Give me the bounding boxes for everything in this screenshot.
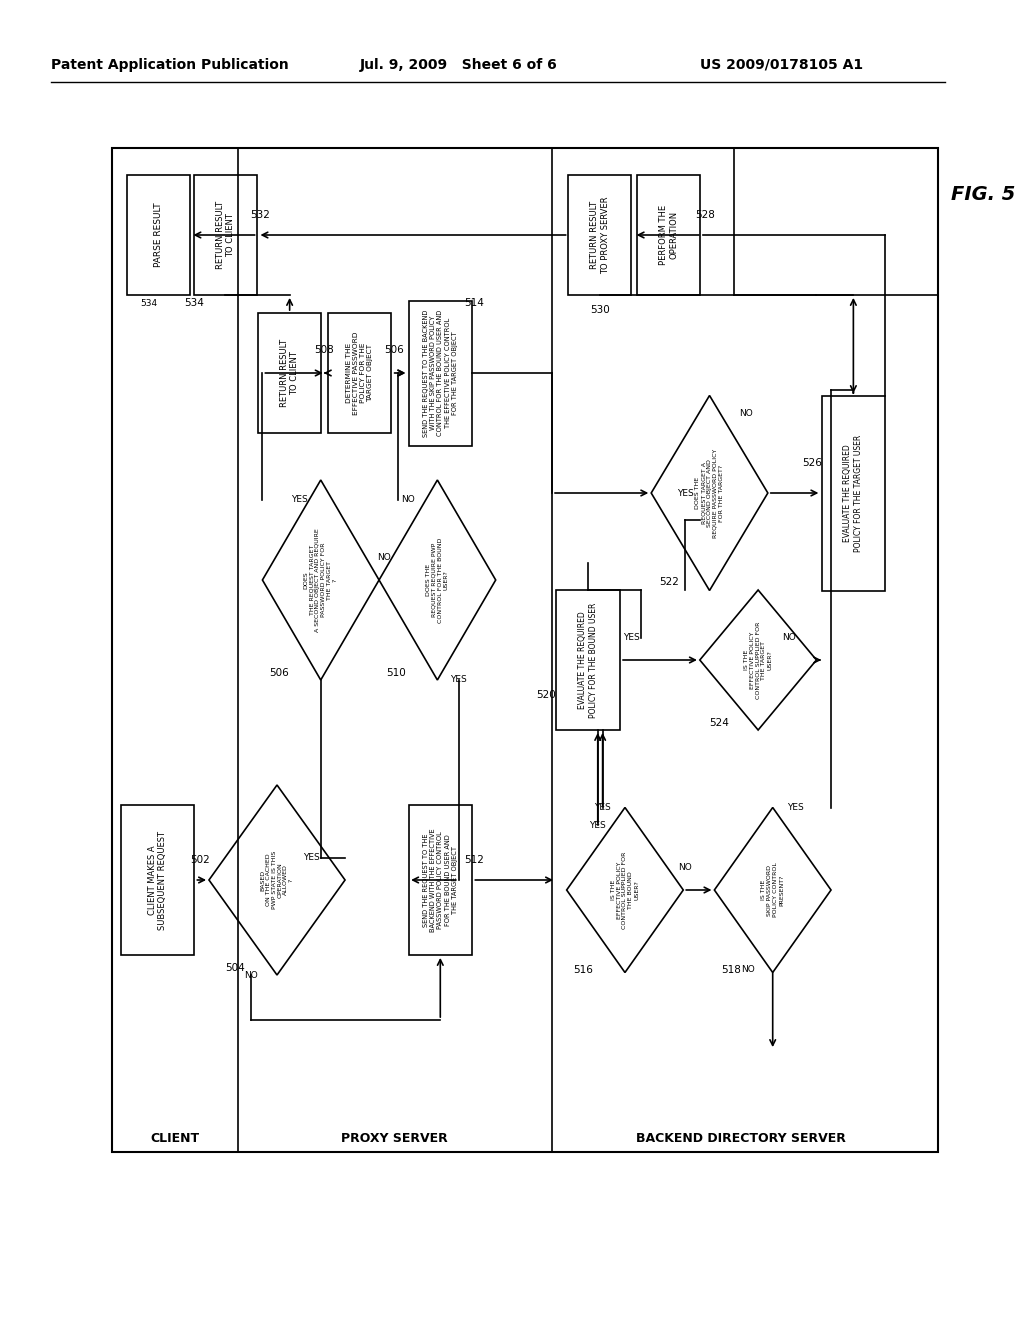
Text: YES: YES [677, 488, 693, 498]
Text: CLIENT: CLIENT [151, 1131, 200, 1144]
Text: YES: YES [451, 676, 467, 685]
Text: SEND THE REQUEST TO THE BACKEND
WITH THE SKIP PASSWORD POLICY
CONTROL FOR THE BO: SEND THE REQUEST TO THE BACKEND WITH THE… [423, 309, 458, 437]
Text: Patent Application Publication: Patent Application Publication [50, 58, 289, 73]
Text: 530: 530 [590, 305, 609, 315]
Text: IS THE
EFFECTIVE POLICY
CONTROL SUPPLIED FOR
THE BOUND
USER?: IS THE EFFECTIVE POLICY CONTROL SUPPLIED… [611, 851, 639, 929]
Text: 508: 508 [313, 345, 334, 355]
Text: 522: 522 [658, 577, 679, 587]
Text: 534: 534 [184, 298, 205, 308]
Text: PERFORM THE
OPERATION: PERFORM THE OPERATION [658, 205, 679, 265]
Bar [822, 396, 885, 590]
Text: 514: 514 [464, 298, 484, 308]
Text: DOES THE
REQUEST REQUIRE PWP
CONTROL FOR THE BOUND
USER?: DOES THE REQUEST REQUIRE PWP CONTROL FOR… [426, 537, 449, 623]
Text: CLIENT MAKES A
SUBSEQUENT REQUEST: CLIENT MAKES A SUBSEQUENT REQUEST [147, 830, 167, 929]
Text: SEND THE REQUEST TO THE
BACKEND WITH THE EFFECTIVE
PASSWORD POLICY CONTROL
FOR T: SEND THE REQUEST TO THE BACKEND WITH THE… [423, 828, 458, 932]
Text: 534: 534 [140, 298, 158, 308]
Text: 518: 518 [721, 965, 740, 975]
Text: 528: 528 [694, 210, 715, 220]
Text: 510: 510 [386, 668, 406, 678]
Polygon shape [262, 480, 379, 680]
Bar [121, 805, 194, 954]
Text: NO: NO [739, 408, 754, 417]
Text: IS THE
EFFECTIVE POLICY
CONTROL SUPPLIED FOR
THE TARGET
USER?: IS THE EFFECTIVE POLICY CONTROL SUPPLIED… [744, 622, 772, 698]
Polygon shape [379, 480, 496, 680]
Text: NO: NO [741, 965, 756, 974]
Text: DETERMINE THE
EFFECTIVE PASSWORD
POLICY FOR THE
TARGET OBJECT: DETERMINE THE EFFECTIVE PASSWORD POLICY … [346, 331, 374, 414]
Polygon shape [715, 808, 831, 973]
Text: EVALUATE THE REQUIRED
POLICY FOR THE BOUND USER: EVALUATE THE REQUIRED POLICY FOR THE BOU… [579, 602, 598, 718]
Text: NO: NO [782, 634, 796, 643]
Text: 502: 502 [190, 855, 210, 865]
Text: YES: YES [594, 804, 611, 813]
Text: DOES
THE REQUEST TARGET
A SECOND OBJECT AND REQUIRE
PASSWORD POLICY FOR
THE TARG: DOES THE REQUEST TARGET A SECOND OBJECT … [304, 528, 338, 632]
Bar [112, 148, 938, 1152]
Text: BACKEND DIRECTORY SERVER: BACKEND DIRECTORY SERVER [636, 1131, 846, 1144]
Text: RETURN RESULT
TO PROXY SERVER: RETURN RESULT TO PROXY SERVER [590, 197, 609, 273]
Bar [568, 176, 631, 294]
Bar [328, 313, 391, 433]
Text: 506: 506 [269, 668, 289, 678]
Polygon shape [651, 396, 768, 590]
Text: RETURN RESULT
TO CLIENT: RETURN RESULT TO CLIENT [216, 201, 236, 269]
Text: BASED
ON THE CACHED
PWP STATE IS THIS
OPERATION
ALLOWED
?: BASED ON THE CACHED PWP STATE IS THIS OP… [260, 851, 294, 909]
Bar [409, 301, 472, 446]
Polygon shape [566, 808, 683, 973]
Text: DOES THE
REQUEST TARGET A
SECOND OBJECT AND
REQUIRE PASSWORD POLICY
FOR THE TARG: DOES THE REQUEST TARGET A SECOND OBJECT … [695, 449, 724, 537]
Text: IS THE
SKIP PASSWORD
POLICY CONTROL
PRESENT?: IS THE SKIP PASSWORD POLICY CONTROL PRES… [762, 862, 784, 917]
Bar [409, 805, 472, 954]
Text: YES: YES [590, 821, 606, 829]
Polygon shape [209, 785, 345, 975]
Text: 532: 532 [251, 210, 270, 220]
Text: YES: YES [624, 634, 640, 643]
Text: YES: YES [303, 854, 319, 862]
Text: NO: NO [401, 495, 415, 504]
Text: Jul. 9, 2009   Sheet 6 of 6: Jul. 9, 2009 Sheet 6 of 6 [359, 58, 557, 73]
Bar [637, 176, 700, 294]
Polygon shape [699, 590, 816, 730]
Text: 512: 512 [464, 855, 484, 865]
Text: RETURN RESULT
TO CLIENT: RETURN RESULT TO CLIENT [280, 339, 299, 407]
Text: NO: NO [678, 863, 692, 873]
Bar [194, 176, 257, 294]
Text: PARSE RESULT: PARSE RESULT [154, 203, 163, 268]
Text: EVALUATE THE REQUIRED
POLICY FOR THE TARGET USER: EVALUATE THE REQUIRED POLICY FOR THE TAR… [844, 434, 863, 552]
Text: 516: 516 [573, 965, 593, 975]
Text: 526: 526 [803, 458, 822, 469]
Bar [258, 313, 322, 433]
Text: YES: YES [786, 804, 804, 813]
Bar [127, 176, 190, 294]
Text: US 2009/0178105 A1: US 2009/0178105 A1 [699, 58, 863, 73]
Text: 506: 506 [384, 345, 403, 355]
Text: NO: NO [244, 970, 258, 979]
Text: FIG. 5: FIG. 5 [950, 186, 1015, 205]
Text: 524: 524 [710, 718, 729, 729]
Text: YES: YES [291, 495, 308, 504]
Text: 504: 504 [225, 964, 245, 973]
Text: 520: 520 [537, 690, 556, 700]
Text: PROXY SERVER: PROXY SERVER [341, 1131, 447, 1144]
Text: NO: NO [377, 553, 391, 562]
Bar [556, 590, 620, 730]
